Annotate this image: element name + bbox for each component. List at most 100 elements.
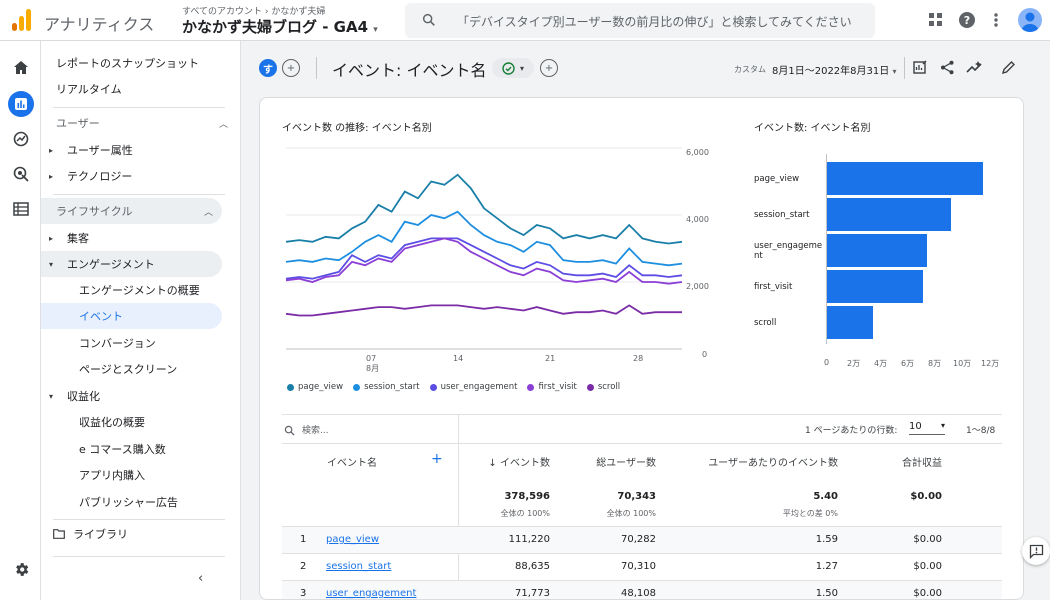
nav-conversions[interactable]: コンバージョン bbox=[79, 337, 156, 350]
table-row[interactable]: 1 page_view 111,220 70,282 1.59 $0.00 bbox=[282, 526, 1002, 553]
bar-x-tick: 12万 bbox=[981, 359, 1000, 368]
date-range-picker[interactable]: 8月1日〜2022年8月31日 ▾ bbox=[772, 62, 896, 77]
chevron-down-icon: ▾ bbox=[940, 421, 945, 430]
nav-events[interactable]: イベント bbox=[41, 303, 222, 329]
table-row[interactable]: 3 user_engagement 71,773 48,108 1.50 $0.… bbox=[282, 580, 1002, 599]
nav-publisher-ads[interactable]: パブリッシャー広告 bbox=[79, 496, 178, 509]
edit-pencil-icon[interactable] bbox=[1001, 60, 1016, 75]
table-row[interactable]: 2 session_start 88,635 70,310 1.27 $0.00 bbox=[282, 553, 1002, 580]
configure-list-icon[interactable] bbox=[8, 196, 34, 222]
add-filter-icon[interactable]: + bbox=[540, 59, 558, 77]
nav-snapshot[interactable]: レポートのスナップショット bbox=[56, 57, 199, 70]
total-per-user-sub: 平均との差 0% bbox=[782, 509, 838, 518]
nav-realtime[interactable]: リアルタイム bbox=[56, 83, 122, 96]
nav-acquisition[interactable]: ▸ 集客 bbox=[49, 225, 89, 251]
search-bar[interactable]: 「デバイスタイプ別ユーザー数の前月比の伸び」と検索してみてください bbox=[405, 3, 875, 38]
nav-technology[interactable]: ▸ テクノロジー bbox=[49, 163, 132, 189]
bar[interactable] bbox=[827, 306, 873, 339]
add-comparison-icon[interactable]: + bbox=[282, 59, 300, 77]
caret-right-icon: ▸ bbox=[49, 171, 54, 181]
chevron-down-icon: ▾ bbox=[519, 63, 524, 73]
apps-grid-icon[interactable] bbox=[928, 12, 944, 28]
rows-per-page-select[interactable]: 10 ▾ bbox=[909, 421, 945, 435]
header-label: イベント数 bbox=[500, 458, 550, 469]
page-title: イベント: イベント名 bbox=[332, 61, 487, 80]
header-event-count[interactable]: ↓ イベント数 bbox=[486, 454, 550, 469]
header-events-per-user[interactable]: ユーザーあたりのイベント数 bbox=[708, 458, 838, 469]
line-chart-title: イベント数 の推移: イベント名別 bbox=[282, 123, 432, 134]
nav-pages-screens[interactable]: ページとスクリーン bbox=[79, 363, 178, 376]
bar[interactable] bbox=[827, 198, 952, 231]
account-breadcrumb[interactable]: すべてのアカウント › かなかず夫婦 bbox=[182, 7, 326, 17]
series-line-user_engagement[interactable] bbox=[285, 237, 683, 280]
breadcrumb-account[interactable]: かなかず夫婦 bbox=[271, 7, 326, 17]
legend-item[interactable]: session_start bbox=[353, 382, 420, 392]
bar[interactable] bbox=[827, 270, 923, 303]
status-dropdown[interactable]: ▾ bbox=[492, 58, 534, 78]
line-chart[interactable] bbox=[282, 143, 742, 363]
bar-axis bbox=[826, 154, 827, 344]
header-total-users[interactable]: 総ユーザー数 bbox=[596, 458, 656, 469]
nav-in-app-purchases[interactable]: アプリ内購入 bbox=[79, 469, 145, 482]
legend-item[interactable]: scroll bbox=[586, 382, 620, 392]
collapse-nav-icon[interactable]: ‹ bbox=[198, 571, 204, 586]
explore-icon[interactable] bbox=[8, 126, 34, 152]
nav-monetization-overview[interactable]: 収益化の概要 bbox=[79, 416, 145, 429]
bar[interactable] bbox=[827, 162, 983, 195]
add-dimension-icon[interactable]: + bbox=[431, 451, 443, 467]
breadcrumb-all-accounts[interactable]: すべてのアカウント bbox=[182, 7, 263, 17]
legend-item[interactable]: user_engagement bbox=[429, 382, 517, 392]
header-total-revenue[interactable]: 合計収益 bbox=[902, 458, 942, 469]
nav-ecommerce[interactable]: e コマース購入数 bbox=[79, 443, 166, 456]
reports-icon[interactable] bbox=[8, 91, 34, 117]
nav-engagement[interactable]: ▾ エンゲージメント bbox=[41, 251, 222, 277]
feedback-button[interactable] bbox=[1022, 537, 1050, 565]
event-count-cell: 111,220 bbox=[508, 534, 550, 545]
share-icon[interactable] bbox=[940, 60, 955, 75]
header-event-name[interactable]: イベント名 bbox=[327, 458, 377, 469]
nav-label: 集客 bbox=[67, 232, 89, 245]
bar[interactable] bbox=[827, 234, 928, 267]
chevron-down-icon: ▾ bbox=[373, 25, 378, 35]
series-line-session_start[interactable] bbox=[285, 210, 683, 267]
more-vert-icon[interactable] bbox=[992, 12, 1000, 28]
search-placeholder: 「デバイスタイプ別ユーザー数の前月比の伸び」と検索してみてください bbox=[457, 15, 852, 29]
series-line-scroll[interactable] bbox=[285, 304, 682, 317]
insights-icon[interactable] bbox=[966, 60, 983, 75]
property-selector[interactable]: かなかず夫婦ブログ - GA4 ▾ bbox=[182, 16, 378, 37]
analytics-logo[interactable] bbox=[12, 9, 32, 31]
legend-dot bbox=[586, 383, 594, 391]
check-circle-icon bbox=[502, 61, 515, 75]
chevron-down-icon: ▾ bbox=[892, 67, 897, 76]
comparison-avatar[interactable]: す bbox=[259, 59, 277, 77]
legend-dot bbox=[353, 383, 361, 391]
nav-user-attributes[interactable]: ▸ ユーザー属性 bbox=[49, 137, 133, 163]
table-search-input[interactable]: 検索... bbox=[302, 426, 329, 436]
nav-section-users[interactable]: ユーザー ︿ bbox=[56, 110, 228, 136]
event-name-link[interactable]: session_start bbox=[326, 561, 392, 572]
event-name-link[interactable]: user_engagement bbox=[326, 588, 417, 599]
nav-monetization[interactable]: ▾ 収益化 bbox=[49, 383, 100, 409]
total-users-sub: 全体の 100% bbox=[606, 509, 656, 518]
series-line-page_view[interactable] bbox=[285, 173, 683, 245]
home-icon[interactable] bbox=[8, 55, 34, 81]
sort-arrow-icon: ↓ bbox=[488, 458, 497, 469]
event-name-link[interactable]: page_view bbox=[326, 534, 380, 545]
bar-x-tick: 10万 bbox=[953, 359, 972, 368]
help-icon[interactable]: ? bbox=[958, 11, 976, 29]
avatar[interactable] bbox=[1018, 8, 1042, 32]
advertising-icon[interactable] bbox=[8, 161, 34, 187]
search-icon bbox=[422, 13, 435, 26]
bar-x-tick: 0 bbox=[824, 358, 830, 367]
legend-item[interactable]: page_view bbox=[287, 382, 343, 392]
nav-engagement-overview[interactable]: エンゲージメントの概要 bbox=[79, 284, 200, 297]
customize-report-icon[interactable] bbox=[913, 60, 928, 75]
caret-down-icon: ▾ bbox=[49, 391, 54, 401]
nav-library[interactable]: ライブラリ bbox=[53, 521, 128, 547]
svg-text:?: ? bbox=[964, 14, 970, 27]
nav-section-lifecycle[interactable]: ライフサイクル ︿ bbox=[41, 198, 222, 224]
settings-gear-icon[interactable] bbox=[8, 556, 34, 582]
legend-item[interactable]: first_visit bbox=[527, 382, 577, 392]
user-icon bbox=[1021, 12, 1039, 32]
series-line-first_visit[interactable] bbox=[285, 237, 683, 285]
